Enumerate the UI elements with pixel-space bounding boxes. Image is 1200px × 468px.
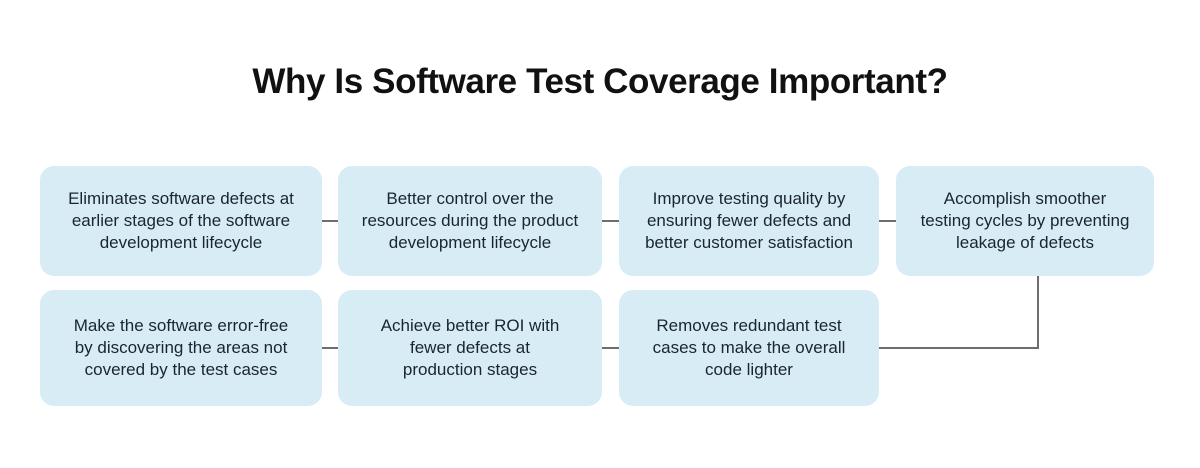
- page-title: Why Is Software Test Coverage Important?: [252, 62, 948, 101]
- connector-line-row2-6-7: [602, 347, 619, 349]
- benefit-card-7: Removes redundant test cases to make the…: [619, 290, 879, 406]
- benefit-card-2-text: Better control over the resources during…: [361, 189, 579, 252]
- benefit-card-5-text: Make the software error-free by discover…: [73, 316, 289, 379]
- connector-line-row1-1-2: [322, 220, 338, 222]
- benefit-card-4: Accomplish smoother testing cycles by pr…: [896, 166, 1154, 276]
- benefit-card-2: Better control over the resources during…: [338, 166, 602, 276]
- connector-line-row1-3-4: [879, 220, 896, 222]
- elbow-connector-vertical: [1037, 276, 1039, 349]
- connector-line-row2-5-6: [322, 347, 338, 349]
- benefit-card-7-text: Removes redundant test cases to make the…: [652, 316, 846, 379]
- elbow-connector-horizontal: [879, 347, 1039, 349]
- benefit-card-3-text: Improve testing quality by ensuring fewe…: [645, 189, 853, 252]
- benefit-card-4-text: Accomplish smoother testing cycles by pr…: [920, 189, 1130, 252]
- benefit-card-1-text: Eliminates software defects at earlier s…: [68, 189, 294, 252]
- benefit-card-1: Eliminates software defects at earlier s…: [40, 166, 322, 276]
- benefit-card-6: Achieve better ROI with fewer defects at…: [338, 290, 602, 406]
- connector-line-row1-2-3: [602, 220, 619, 222]
- benefit-card-6-text: Achieve better ROI with fewer defects at…: [380, 316, 560, 379]
- benefit-card-5: Make the software error-free by discover…: [40, 290, 322, 406]
- benefit-card-3: Improve testing quality by ensuring fewe…: [619, 166, 879, 276]
